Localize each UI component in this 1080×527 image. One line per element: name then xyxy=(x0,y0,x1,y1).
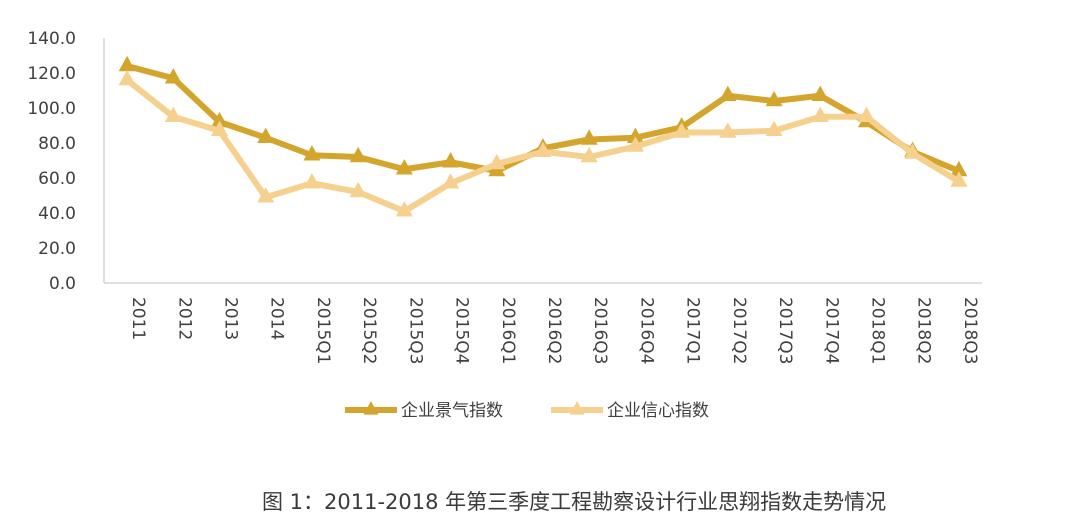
figure-caption: 图 1：2011-2018 年第三季度工程勘察设计行业思翔指数走势情况 xyxy=(262,490,887,514)
data-point xyxy=(349,181,367,198)
x-tick-label: 2016Q4 xyxy=(636,297,656,364)
legend-marker xyxy=(363,401,379,415)
x-tick-label: 2015Q1 xyxy=(313,297,333,364)
legend-marker xyxy=(569,401,585,415)
data-point xyxy=(488,153,506,170)
y-tick-label: 40.0 xyxy=(38,204,76,224)
data-point xyxy=(580,146,598,163)
x-tick-label: 2016Q3 xyxy=(590,297,610,364)
data-point xyxy=(580,129,598,145)
y-tick-label: 80.0 xyxy=(38,134,76,154)
series-layer xyxy=(118,55,968,217)
data-point xyxy=(257,127,275,143)
data-point xyxy=(118,55,136,72)
x-tick-label: 2017Q4 xyxy=(821,297,841,364)
data-point xyxy=(303,173,321,189)
data-point xyxy=(442,173,460,189)
x-axis: 2011 2012 2013 2014 2015Q1 2015Q2 2015Q3 2015Q4… xyxy=(104,282,982,364)
x-tick-label: 2015Q3 xyxy=(405,297,425,364)
data-point xyxy=(811,85,829,101)
x-tick-label: 2012 xyxy=(174,297,194,340)
data-point xyxy=(257,187,275,203)
data-point xyxy=(118,69,136,86)
x-tick-label: 2018Q1 xyxy=(867,297,887,364)
data-point xyxy=(442,152,460,168)
x-tick-label: 2015Q4 xyxy=(452,297,472,364)
x-tick-label: 2016Q2 xyxy=(544,297,564,364)
y-tick-label: 140.0 xyxy=(27,29,76,49)
y-tick-label: 20.0 xyxy=(38,239,76,259)
data-point xyxy=(950,160,968,177)
data-point xyxy=(395,201,413,217)
data-point xyxy=(395,159,413,175)
x-tick-label: 2013 xyxy=(221,297,241,340)
y-tick-label: 100.0 xyxy=(27,99,76,119)
x-tick-label: 2016Q1 xyxy=(498,297,518,364)
data-point xyxy=(303,145,321,161)
data-point xyxy=(349,146,367,163)
x-tick-label: 2011 xyxy=(128,297,148,340)
data-point xyxy=(811,106,829,122)
data-point xyxy=(534,141,552,157)
data-point xyxy=(719,85,737,101)
x-tick-label: 2014 xyxy=(267,297,287,340)
legend-label: 企业信心指数 xyxy=(607,401,709,421)
data-point xyxy=(626,127,644,143)
data-point xyxy=(765,90,783,107)
series-2 xyxy=(118,69,968,217)
data-point xyxy=(673,122,691,138)
legend-item: 企业景气指数 xyxy=(345,401,503,421)
x-tick-label: 2017Q2 xyxy=(729,297,749,364)
data-point xyxy=(164,106,182,122)
y-tick-label: 60.0 xyxy=(38,169,76,189)
x-tick-label: 2015Q2 xyxy=(359,297,379,364)
legend: 企业景气指数 企业信心指数 xyxy=(345,401,709,421)
x-tick-label: 2017Q1 xyxy=(683,297,703,364)
data-point xyxy=(626,136,644,152)
data-point xyxy=(211,120,229,136)
legend-item: 企业信心指数 xyxy=(551,401,709,421)
x-tick-label: 2018Q2 xyxy=(914,297,934,364)
data-point xyxy=(164,68,182,84)
data-point xyxy=(950,171,968,187)
x-tick-label: 2017Q3 xyxy=(775,297,795,364)
data-point xyxy=(719,122,737,138)
x-tick-label: 2018Q3 xyxy=(960,297,980,364)
legend-label: 企业景气指数 xyxy=(401,401,503,421)
y-tick-label: 120.0 xyxy=(27,64,76,84)
y-tick-label: 0.0 xyxy=(49,274,76,294)
data-point xyxy=(765,120,783,136)
data-point xyxy=(857,106,875,122)
data-point xyxy=(904,143,922,159)
y-axis: 0.0 20.0 40.0 60.0 80.0 100.0 120.0 140.0 xyxy=(27,29,105,294)
data-point xyxy=(211,111,229,128)
